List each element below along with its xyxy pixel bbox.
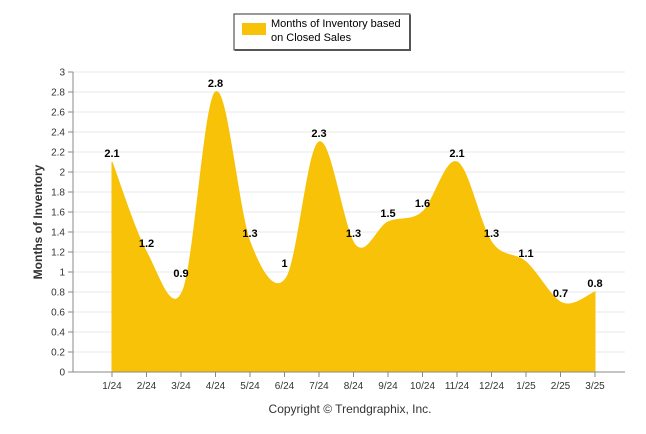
x-tick-label: 2/24 (137, 381, 157, 392)
y-tick-label: 1.8 (51, 188, 65, 199)
data-label: 1 (281, 258, 287, 270)
data-label: 2.1 (449, 148, 464, 160)
y-tick-label: 2.2 (51, 148, 65, 159)
x-tick-label: 11/24 (445, 381, 470, 392)
legend-label-line-1: Months of Inventory based (271, 18, 401, 30)
data-label: 0.7 (553, 288, 568, 300)
data-label: 1.3 (346, 228, 361, 240)
x-tick-label: 9/24 (378, 381, 398, 392)
y-tick-label: 2 (59, 168, 65, 179)
data-label: 2.1 (104, 148, 119, 160)
x-tick-label: 4/24 (206, 381, 226, 392)
series-area (111, 91, 596, 373)
x-tick-label: 3/24 (171, 381, 191, 392)
x-tick-label: 6/24 (275, 381, 295, 392)
data-labels: 2.1 1.2 0.9 2.8 1.3 1 2.3 1.3 1.5 1.6 2.1 1.3 1.1 0.7… (104, 78, 602, 300)
legend-swatch (242, 23, 266, 35)
x-tick-label: 7/24 (309, 381, 329, 392)
x-tick-label: 10/24 (410, 381, 435, 392)
y-axis-ticks: 0 0.2 0.4 0.6 0.8 1 1.2 1.4 1.6 1.8 2 2.2 2.4 2.6 2.8 3 (51, 68, 73, 379)
copyright-credit: Copyright © Trendgraphix, Inc. (269, 402, 432, 416)
x-tick-label: 12/24 (479, 381, 504, 392)
legend: Months of Inventory based on Closed Sale… (233, 13, 411, 51)
y-tick-label: 1.4 (51, 228, 65, 239)
y-tick-label: 0.6 (51, 308, 65, 319)
x-tick-label: 2/25 (551, 381, 571, 392)
y-tick-label: 0 (59, 368, 65, 379)
x-tick-label: 3/25 (585, 381, 605, 392)
x-tick-label: 1/24 (102, 381, 122, 392)
data-label: 2.8 (208, 78, 223, 90)
area-fill (111, 91, 596, 373)
y-tick-label: 0.4 (51, 328, 65, 339)
data-label: 1.2 (139, 238, 154, 250)
y-tick-label: 2.8 (51, 88, 65, 99)
y-tick-label: 1 (59, 268, 65, 279)
x-tick-label: 1/25 (516, 381, 536, 392)
y-tick-label: 2.4 (51, 128, 65, 139)
x-tick-label: 5/24 (240, 381, 260, 392)
y-tick-label: 0.2 (51, 348, 65, 359)
x-tick-label: 8/24 (344, 381, 364, 392)
y-tick-label: 3 (59, 68, 65, 79)
data-label: 1.1 (518, 248, 533, 260)
data-label: 0.8 (587, 278, 602, 290)
data-label: 0.9 (173, 268, 188, 280)
data-label: 1.3 (242, 228, 257, 240)
y-tick-label: 0.8 (51, 288, 65, 299)
y-axis-label: Months of Inventory (31, 164, 45, 279)
y-tick-label: 1.2 (51, 248, 65, 259)
y-tick-label: 1.6 (51, 208, 65, 219)
data-label: 1.5 (380, 208, 395, 220)
axes (72, 72, 625, 373)
data-label: 1.3 (484, 228, 499, 240)
legend-label-line-2: on Closed Sales (271, 32, 352, 44)
data-label: 2.3 (311, 128, 326, 140)
data-label: 1.6 (415, 198, 430, 210)
x-axis-ticks: 1/24 2/24 3/24 4/24 5/24 6/24 7/24 8/24 9/24 10/2… (102, 372, 605, 392)
y-tick-label: 2.6 (51, 108, 65, 119)
